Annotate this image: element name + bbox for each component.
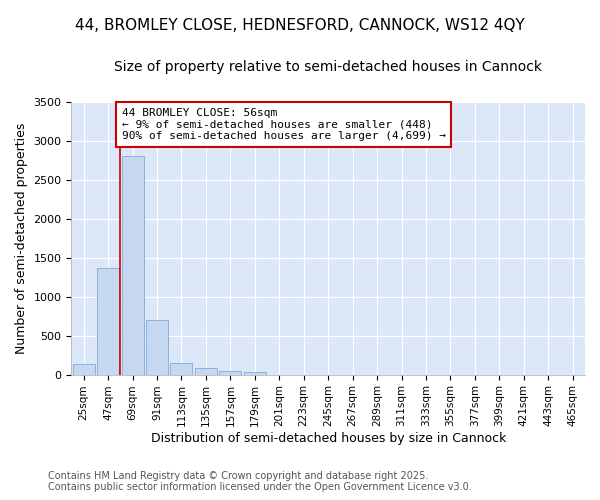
Bar <box>244 372 266 374</box>
X-axis label: Distribution of semi-detached houses by size in Cannock: Distribution of semi-detached houses by … <box>151 432 506 445</box>
Text: 44 BROMLEY CLOSE: 56sqm
← 9% of semi-detached houses are smaller (448)
90% of se: 44 BROMLEY CLOSE: 56sqm ← 9% of semi-det… <box>122 108 446 141</box>
Bar <box>122 156 143 374</box>
Bar <box>97 268 119 374</box>
Bar <box>220 371 241 374</box>
Bar <box>195 368 217 374</box>
Text: Contains HM Land Registry data © Crown copyright and database right 2025.
Contai: Contains HM Land Registry data © Crown c… <box>48 471 472 492</box>
Bar <box>146 320 168 374</box>
Text: 44, BROMLEY CLOSE, HEDNESFORD, CANNOCK, WS12 4QY: 44, BROMLEY CLOSE, HEDNESFORD, CANNOCK, … <box>75 18 525 32</box>
Y-axis label: Number of semi-detached properties: Number of semi-detached properties <box>15 122 28 354</box>
Bar <box>73 364 95 374</box>
Bar <box>170 362 193 374</box>
Title: Size of property relative to semi-detached houses in Cannock: Size of property relative to semi-detach… <box>114 60 542 74</box>
